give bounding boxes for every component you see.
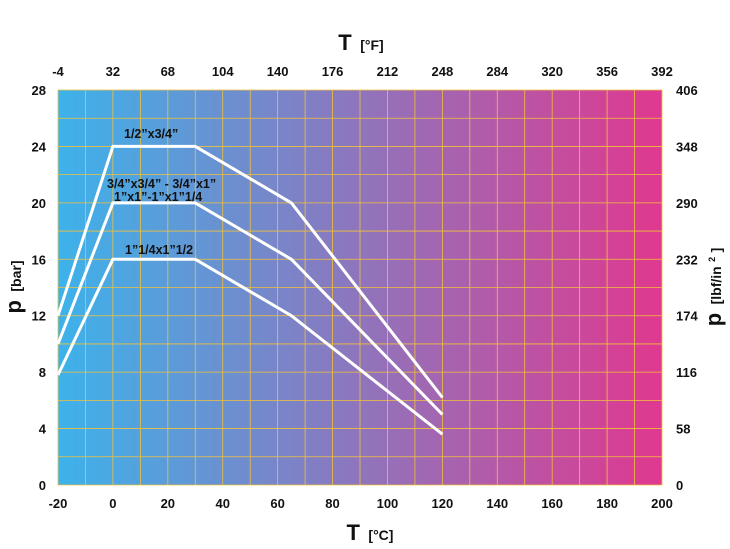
y-axis-left-ticks: 0 4 8 12 16 20 24 28 xyxy=(32,83,47,493)
series-label-1: 1/2”x3/4” xyxy=(124,127,178,141)
x-bottom-tick-label: 200 xyxy=(651,496,673,511)
x-top-symbol: T xyxy=(338,30,352,55)
series-line-2 xyxy=(56,201,444,416)
series-line-3 xyxy=(56,257,444,436)
y-left-tick-label: 4 xyxy=(39,422,47,437)
x-top-tick-label: 104 xyxy=(212,64,234,79)
y-right-tick-label: 174 xyxy=(676,309,698,324)
y-left-tick-label: 16 xyxy=(32,252,46,267)
x-top-tick-label: 320 xyxy=(541,64,563,79)
x-bottom-symbol: T xyxy=(347,520,361,545)
y-left-tick-label: 8 xyxy=(39,365,46,380)
series-labels: 1/2”x3/4” 3/4”x3/4” - 3/4”x1” 1”x1”-1”x1… xyxy=(107,127,216,257)
x-top-tick-label: 248 xyxy=(432,64,454,79)
y-right-tick-label: 290 xyxy=(676,196,698,211)
x-bottom-tick-label: -20 xyxy=(49,496,68,511)
series-line-1 xyxy=(56,144,444,399)
y-left-tick-label: 20 xyxy=(32,196,46,211)
x-axis-bottom-ticks: -20 0 20 40 60 80 100 120 140 160 180 200 xyxy=(49,496,673,511)
y-left-tick-label: 12 xyxy=(32,309,46,324)
y-right-symbol: p xyxy=(701,313,726,326)
x-bottom-tick-label: 80 xyxy=(325,496,339,511)
x-bottom-tick-label: 0 xyxy=(109,496,116,511)
y-left-unit: [bar] xyxy=(8,260,24,291)
x-bottom-tick-label: 20 xyxy=(161,496,175,511)
series-label-2: 3/4”x3/4” - 3/4”x1” xyxy=(107,177,216,191)
y-axis-left-title: p [bar] xyxy=(1,260,26,313)
y-right-tick-label: 348 xyxy=(676,139,698,154)
x-bottom-tick-label: 100 xyxy=(377,496,399,511)
y-axis-right-title: p [lbf/in 2 ] xyxy=(701,248,726,327)
x-top-tick-label: -4 xyxy=(52,64,64,79)
series-label-2-line2: 1”x1”-1”x1”1/4 xyxy=(114,190,202,204)
y-right-unit-suffix: ] xyxy=(708,248,724,253)
x-bottom-tick-label: 120 xyxy=(432,496,454,511)
series-lines xyxy=(56,144,444,436)
y-right-tick-label: 406 xyxy=(676,83,698,98)
y-right-unit-prefix: [lbf/in xyxy=(708,266,724,304)
y-right-tick-label: 232 xyxy=(676,252,698,267)
x-top-tick-label: 140 xyxy=(267,64,289,79)
y-left-tick-label: 0 xyxy=(39,478,46,493)
x-bottom-tick-label: 140 xyxy=(486,496,508,511)
x-bottom-tick-label: 160 xyxy=(541,496,563,511)
x-bottom-tick-label: 60 xyxy=(270,496,284,511)
grid xyxy=(57,89,663,486)
y-axis-right-ticks: 0 58 116 174 232 290 348 406 xyxy=(676,83,698,493)
x-top-tick-label: 212 xyxy=(377,64,399,79)
x-top-tick-label: 392 xyxy=(651,64,673,79)
x-axis-top-title: T [°F] xyxy=(338,30,383,55)
y-left-tick-label: 28 xyxy=(32,83,46,98)
y-right-unit-sup: 2 xyxy=(707,257,717,262)
y-right-tick-label: 116 xyxy=(676,365,697,380)
x-bottom-tick-label: 40 xyxy=(215,496,229,511)
x-top-tick-label: 176 xyxy=(322,64,344,79)
x-top-tick-label: 284 xyxy=(486,64,508,79)
y-left-symbol: p xyxy=(1,300,26,313)
x-bottom-tick-label: 180 xyxy=(596,496,618,511)
y-left-tick-label: 24 xyxy=(32,139,47,154)
x-axis-top-ticks: -4 32 68 104 140 176 212 248 284 320 356 392 xyxy=(52,64,673,79)
x-top-tick-label: 32 xyxy=(106,64,120,79)
x-top-tick-label: 68 xyxy=(161,64,175,79)
y-right-tick-label: 0 xyxy=(676,478,683,493)
series-label-3: 1”1/4x1”1/2 xyxy=(125,243,193,257)
x-top-tick-label: 356 xyxy=(596,64,618,79)
x-axis-bottom-title: T [°C] xyxy=(347,520,394,545)
y-right-tick-label: 58 xyxy=(676,422,690,437)
x-top-unit: [°F] xyxy=(360,37,383,53)
x-bottom-unit: [°C] xyxy=(368,527,393,543)
